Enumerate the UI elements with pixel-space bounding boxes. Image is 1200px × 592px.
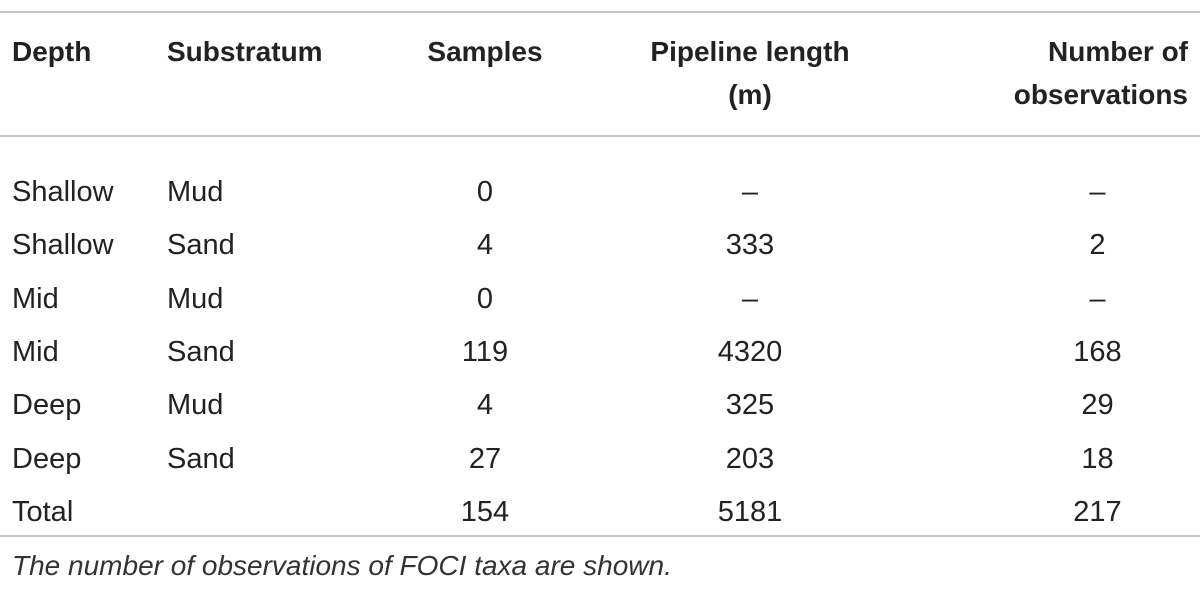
table-bottom-rule: [0, 535, 1200, 537]
cell-observations: 2: [1089, 229, 1106, 262]
cell-observations: 18: [1081, 442, 1114, 475]
cell-substratum: Mud: [167, 389, 224, 422]
cell-samples: 27: [468, 442, 502, 475]
cell-pipeline-length: 4320: [717, 336, 783, 369]
cell-pipeline-length: 203: [725, 442, 775, 475]
header-observations-line1: Number of: [1048, 36, 1188, 67]
header-samples: Samples: [427, 36, 543, 67]
table-row: Total 154 5181 217: [0, 486, 1200, 539]
table-body: Shallow Mud 0– – Shallow Sand 4 333 2 Mid Mud 0– – Mi…: [0, 152, 1200, 539]
cell-substratum: [167, 486, 385, 539]
cell-pipeline-length: 5181: [717, 495, 783, 528]
cell-substratum: Mud: [167, 176, 224, 209]
cell-depth: Shallow: [12, 229, 114, 262]
header-substratum: Substratum: [167, 36, 323, 67]
cell-observations: –: [1089, 176, 1106, 209]
table-row: Mid Mud 0 – –: [0, 273, 1200, 326]
table-header-rule: [0, 135, 1200, 137]
table-row: Shallow Mud 0 – –: [0, 152, 1200, 219]
table-row: Mid Sand 119 4320 168: [0, 326, 1200, 379]
header-observations: Number of observations: [915, 13, 1200, 152]
cell-samples: 4: [476, 229, 494, 262]
table-row: Shallow Sand 4 333 2: [0, 219, 1200, 272]
cell-substratum: Mud: [167, 282, 224, 315]
header-pipeline-line2: (m): [728, 79, 772, 110]
cell-substratum: Sand: [167, 336, 235, 369]
cell-samples: 154: [460, 495, 510, 528]
table-footnote: The number of observations of FOCI taxa …: [12, 550, 672, 581]
cell-pipeline-length: –: [741, 282, 759, 315]
cell-samples: 119: [461, 336, 509, 369]
cell-samples: 0: [476, 282, 494, 315]
cell-observations: 29: [1081, 389, 1114, 422]
cell-samples: 0: [476, 176, 494, 209]
header-pipeline-line1: Pipeline length: [650, 36, 850, 67]
cell-pipeline-length: –: [741, 176, 759, 209]
table-top-rule: [0, 11, 1200, 13]
cell-substratum: Sand: [167, 442, 235, 475]
cell-samples: 4: [476, 389, 494, 422]
table-row: Deep Sand 27 203 18: [0, 432, 1200, 485]
header-observations-line2: observations: [1013, 79, 1188, 110]
cell-substratum: Sand: [167, 229, 235, 262]
header-depth: Depth: [12, 36, 92, 67]
header-pipeline-length: Pipeline length (m): [585, 13, 915, 152]
cell-depth: Shallow: [12, 176, 114, 209]
cell-depth: Mid: [12, 336, 59, 369]
data-table: Depth Substratum Samples Pipeline length…: [0, 13, 1200, 539]
table-row: Deep Mud 4 325 29: [0, 379, 1200, 432]
cell-depth: Deep: [12, 442, 82, 475]
cell-observations: 168: [1073, 336, 1122, 369]
cell-depth: Mid: [12, 282, 59, 315]
cell-depth: Total: [12, 495, 74, 528]
cell-observations: 217: [1073, 495, 1122, 528]
cell-pipeline-length: 325: [725, 389, 775, 422]
cell-depth: Deep: [12, 389, 82, 422]
cell-observations: –: [1089, 282, 1106, 315]
table-header: Depth Substratum Samples Pipeline length…: [0, 13, 1200, 152]
cell-pipeline-length: 333: [725, 229, 775, 262]
